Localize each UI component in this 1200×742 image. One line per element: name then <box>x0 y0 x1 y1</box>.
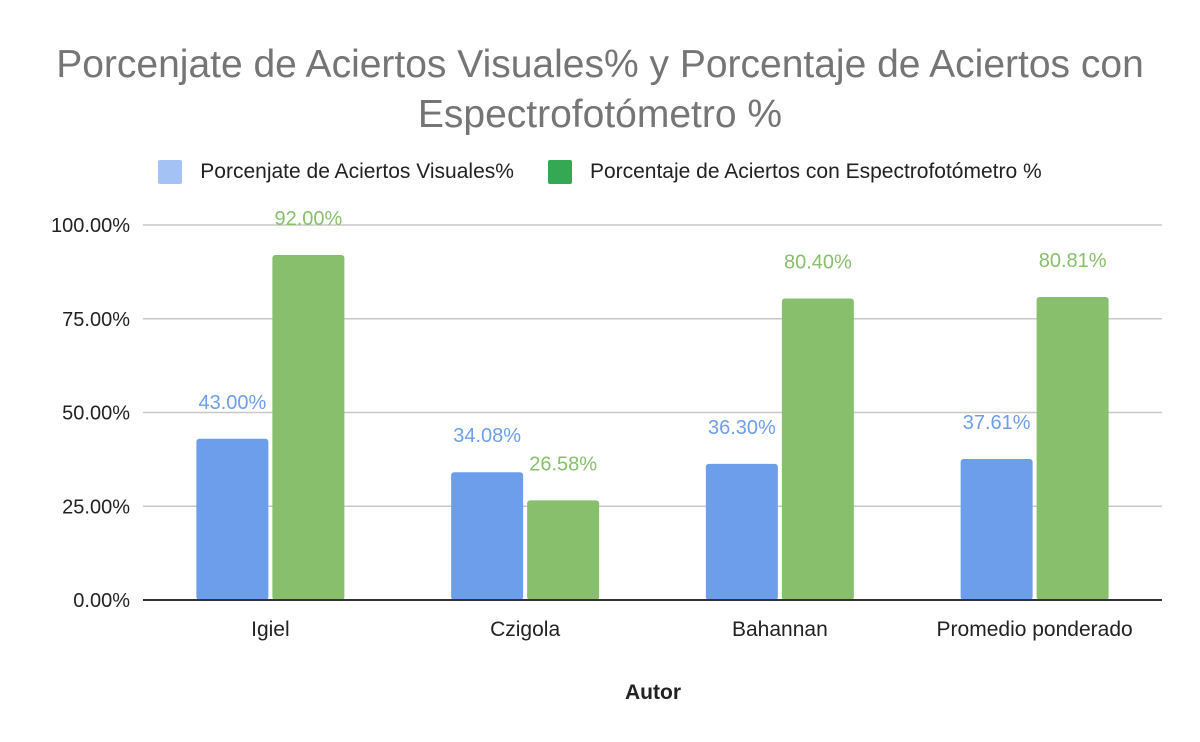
legend-item-visuales: Porcenjate de Aciertos Visuales% <box>158 160 514 184</box>
data-label: 37.61% <box>963 412 1031 434</box>
axis-layer: 0.00% 25.00% 50.00% 75.00% 100.00% Igiel Czigo… <box>51 215 1162 641</box>
bar <box>272 255 345 600</box>
data-label: 92.00% <box>274 208 342 230</box>
bar <box>451 472 524 600</box>
legend-swatch-espectrofotometro <box>547 160 572 184</box>
x-tick-label: Czigola <box>490 618 560 641</box>
data-label: 34.08% <box>453 425 521 447</box>
y-tick-label: 50.00% <box>62 403 130 425</box>
bar <box>196 438 269 600</box>
x-tick-label: Igiel <box>251 618 290 641</box>
data-label: 80.40% <box>784 252 852 274</box>
y-tick-label: 0.00% <box>73 590 130 612</box>
chart-legend: Porcenjate de Aciertos Visuales% Porcent… <box>0 156 1200 188</box>
y-tick-label: 100.00% <box>51 215 130 237</box>
x-axis-title: Autor <box>625 681 681 704</box>
y-tick-label: 25.00% <box>62 496 130 518</box>
x-tick-label: Bahannan <box>732 618 828 641</box>
legend-label-visuales: Porcenjate de Aciertos Visuales% <box>200 160 514 183</box>
data-label: 80.81% <box>1039 250 1107 272</box>
data-label: 43.00% <box>198 392 266 414</box>
bar-layer <box>196 255 1109 600</box>
bar <box>705 463 778 600</box>
chart-title: Porcenjate de Aciertos Visuales% y Porce… <box>56 43 1144 136</box>
legend-item-espectrofotometro: Porcentaje de Aciertos con Espectrofotóm… <box>547 160 1042 184</box>
legend-swatch-visuales <box>158 160 183 184</box>
y-tick-label: 75.00% <box>62 309 130 331</box>
data-label: 36.30% <box>708 417 776 439</box>
bar <box>527 500 600 600</box>
legend-label-espectrofotometro: Porcentaje de Aciertos con Espectrofotóm… <box>589 160 1042 183</box>
x-tick-label: Promedio ponderado <box>937 618 1133 641</box>
bar <box>960 458 1033 600</box>
bar <box>781 298 854 600</box>
data-label: 26.58% <box>529 453 597 475</box>
data-label-layer: 43.00% 92.00% 34.08% 26.58% 36.30% 80.40% 37.6… <box>198 208 1106 475</box>
bar <box>1036 296 1109 600</box>
